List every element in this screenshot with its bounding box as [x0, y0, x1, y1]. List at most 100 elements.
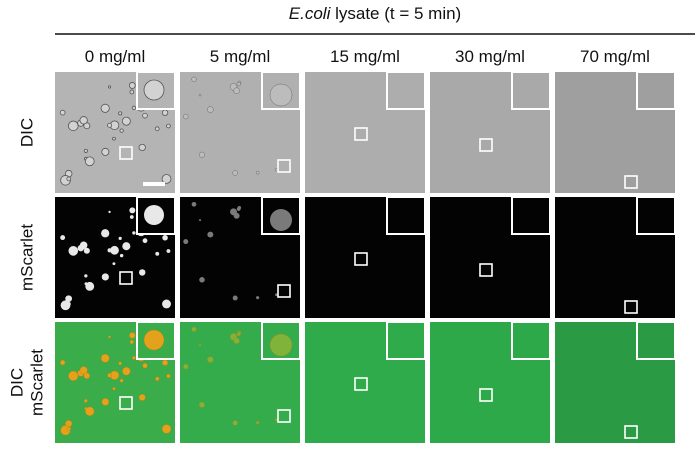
column-label: 0 mg/ml — [85, 47, 145, 66]
droplet — [132, 231, 136, 235]
droplet — [60, 235, 66, 241]
image-panel — [55, 196, 176, 318]
droplet — [79, 241, 88, 250]
droplet — [66, 301, 71, 306]
inset-droplet — [144, 205, 164, 225]
title-rest: lysate (t = 5 min) — [335, 4, 461, 23]
zoom-box — [624, 175, 638, 189]
droplet — [129, 215, 134, 219]
title-italic: E.coli — [289, 4, 332, 23]
image-panel — [555, 71, 676, 193]
droplet — [118, 361, 122, 366]
image-panel — [180, 71, 301, 193]
droplet — [129, 332, 136, 339]
droplet — [199, 401, 205, 408]
droplet — [101, 147, 110, 156]
droplet — [79, 116, 88, 125]
inset — [386, 71, 426, 110]
zoom-box — [354, 252, 368, 266]
droplet — [255, 170, 260, 175]
scale-bar — [143, 182, 165, 186]
droplet — [199, 277, 205, 283]
droplet — [142, 112, 148, 119]
droplet — [68, 120, 79, 132]
inset — [636, 196, 676, 235]
droplet — [129, 207, 136, 214]
droplet — [84, 399, 88, 403]
figure-title: E.coli lysate (t = 5 min) — [289, 4, 461, 23]
droplet — [155, 251, 160, 256]
droplet — [65, 295, 72, 303]
droplet — [198, 343, 202, 347]
droplet — [161, 109, 169, 116]
droplet — [207, 356, 214, 363]
image-panel — [555, 196, 676, 318]
droplet — [132, 356, 136, 360]
zoom-box — [119, 271, 133, 285]
droplet — [68, 370, 79, 381]
droplet — [191, 326, 197, 332]
inset — [511, 196, 551, 235]
droplet — [121, 116, 131, 126]
droplet — [166, 249, 171, 253]
droplet — [83, 148, 88, 153]
droplet — [100, 103, 110, 113]
inset — [136, 196, 176, 235]
droplet — [232, 420, 238, 426]
droplet — [101, 398, 110, 406]
droplet — [108, 335, 111, 339]
droplet — [162, 359, 169, 366]
image-panel — [180, 321, 301, 443]
zoom-box — [479, 263, 493, 277]
row-label: mScarlet — [17, 224, 36, 291]
droplet — [131, 105, 136, 110]
droplet — [112, 387, 116, 391]
droplet — [118, 236, 122, 240]
inset-droplet — [143, 79, 165, 101]
droplet — [256, 296, 260, 300]
inset — [386, 321, 426, 360]
droplet — [100, 353, 110, 363]
droplet — [198, 93, 202, 97]
droplet — [85, 406, 95, 416]
inset-droplet — [270, 209, 292, 231]
image-panel — [430, 321, 551, 443]
droplet — [232, 170, 238, 176]
droplet — [142, 238, 148, 244]
droplet — [101, 229, 110, 238]
column-label: 70 mg/ml — [580, 47, 650, 66]
droplet — [162, 234, 168, 241]
droplet — [129, 339, 134, 345]
inset-droplet — [269, 333, 293, 357]
droplet — [162, 299, 171, 309]
droplet — [112, 262, 116, 266]
droplet — [142, 363, 148, 369]
droplet — [119, 253, 124, 258]
droplet — [138, 269, 146, 276]
droplet — [83, 372, 91, 379]
droplet — [112, 136, 116, 141]
droplet — [122, 366, 131, 376]
droplet — [108, 210, 111, 214]
image-panel — [180, 196, 301, 318]
zoom-box — [624, 300, 638, 314]
inset — [636, 321, 676, 360]
row-label: DIC — [7, 368, 26, 397]
zoom-box — [119, 396, 133, 410]
droplet — [183, 363, 189, 370]
droplet — [191, 201, 197, 207]
droplet — [101, 273, 109, 281]
droplet — [233, 337, 240, 344]
image-panel — [305, 196, 426, 318]
droplet — [275, 293, 278, 297]
droplet — [107, 85, 112, 89]
droplet — [107, 373, 112, 378]
droplet — [84, 156, 95, 167]
droplet — [119, 128, 124, 133]
droplet — [154, 126, 160, 132]
droplet — [255, 420, 260, 425]
image-panel — [55, 71, 176, 193]
inset-droplet — [143, 329, 165, 351]
inset-droplet — [269, 83, 293, 107]
